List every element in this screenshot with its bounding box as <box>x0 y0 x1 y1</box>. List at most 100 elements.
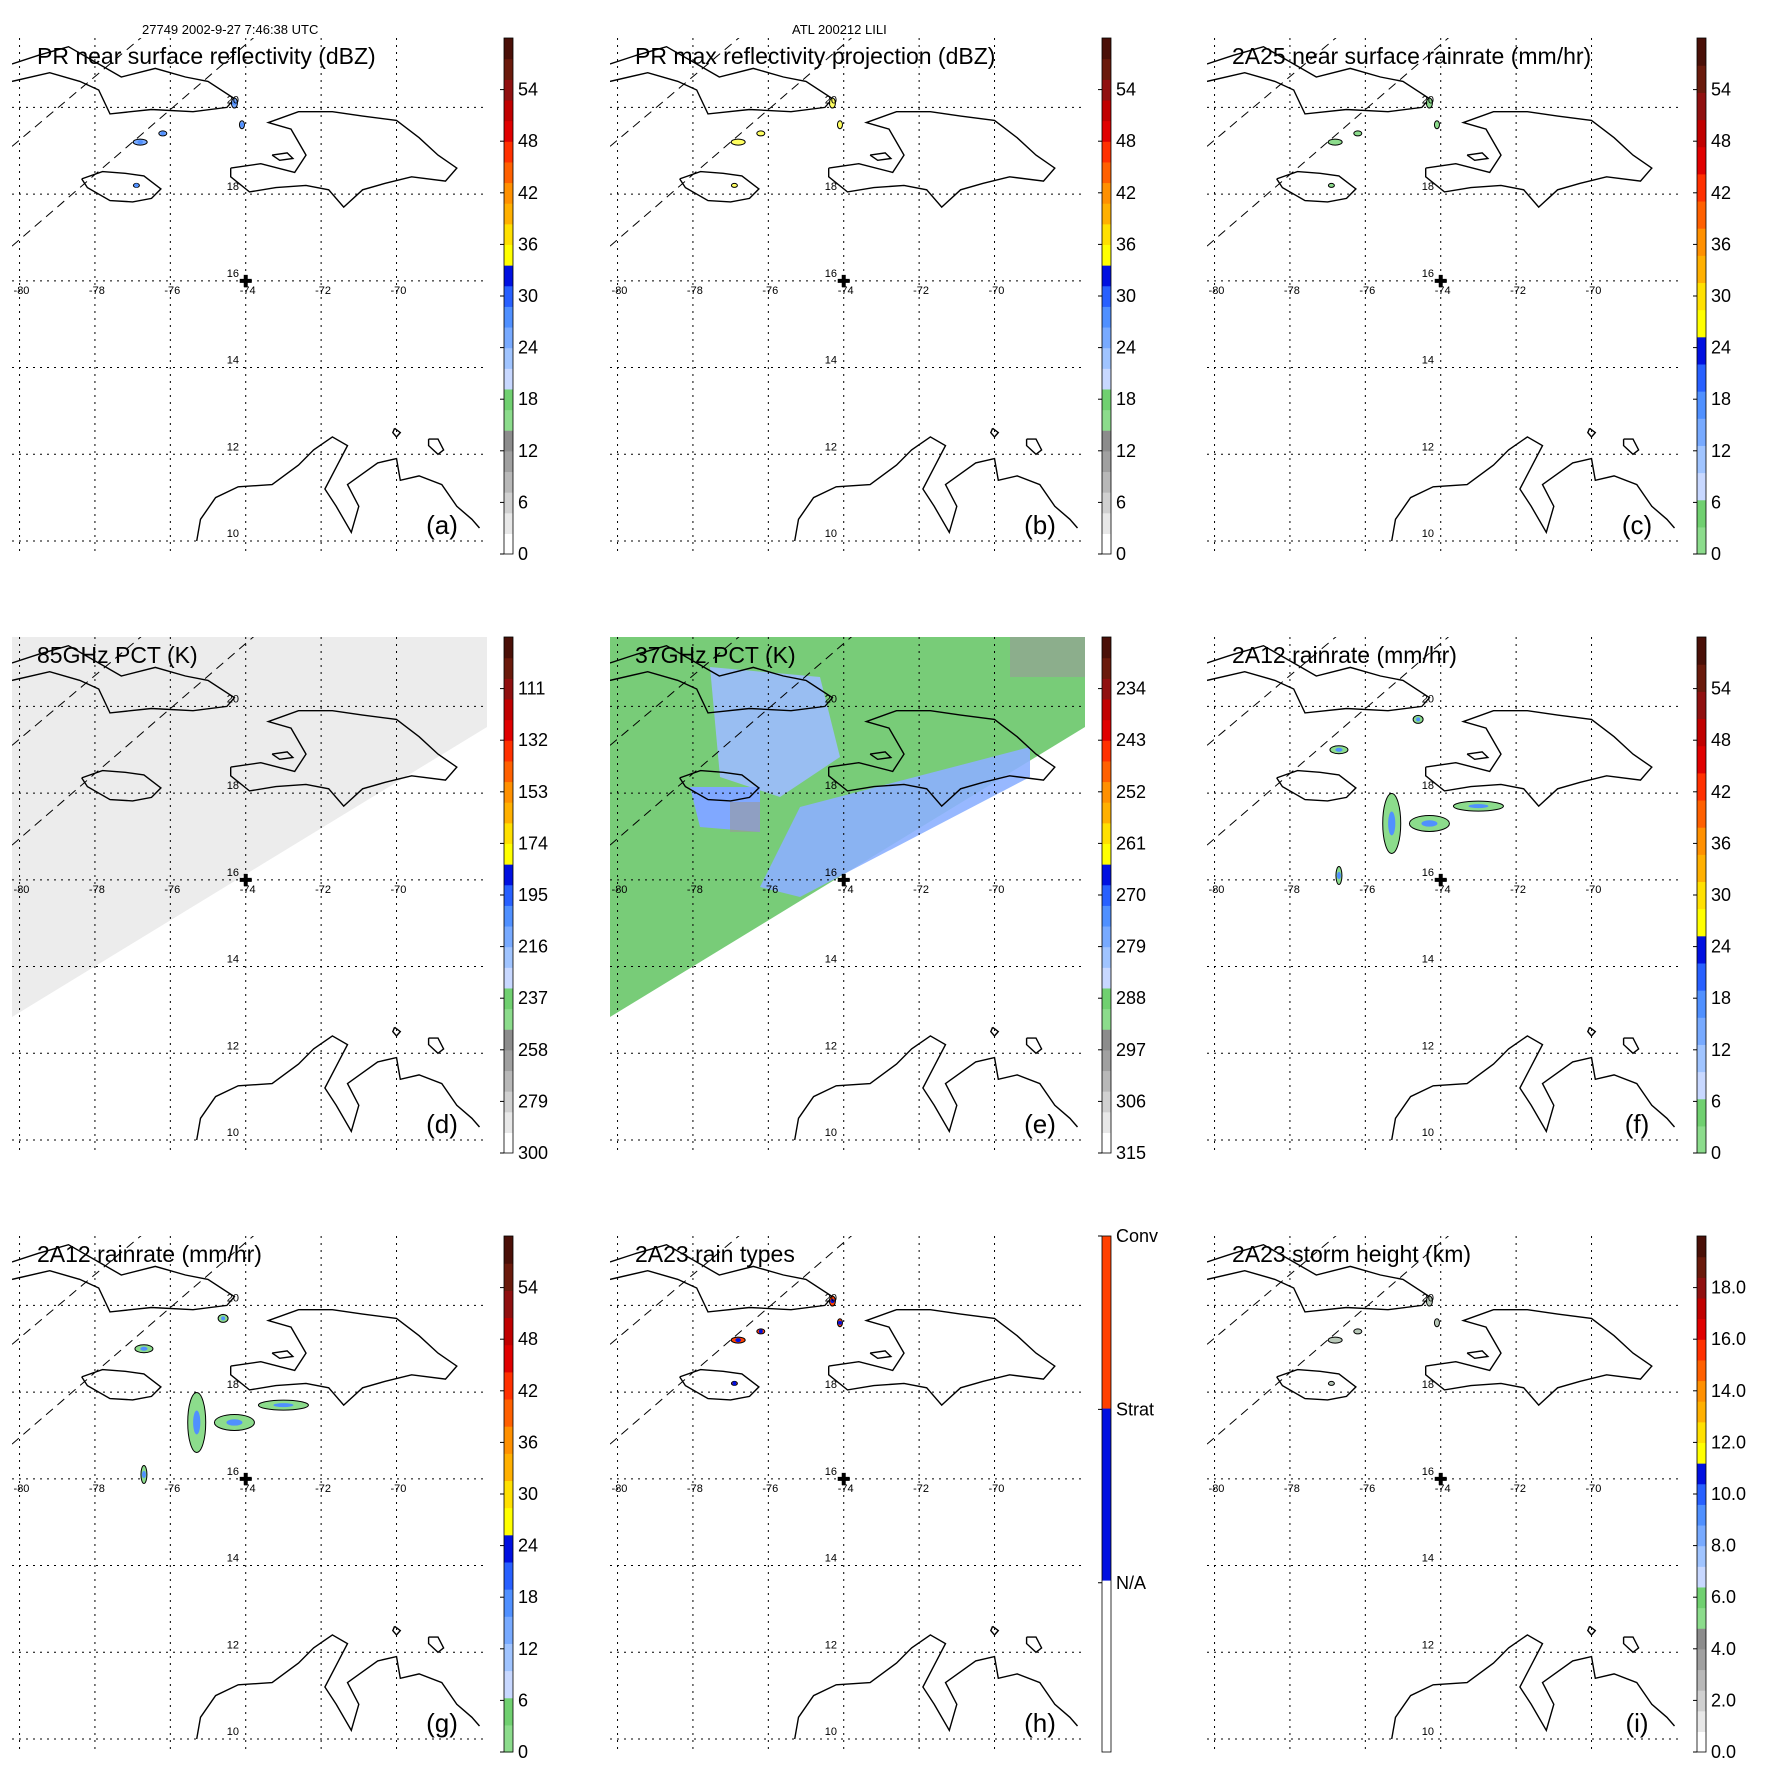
rain-core <box>134 183 139 188</box>
panel-title: 2A23 rain types <box>635 1241 795 1267</box>
colorbar-segment <box>504 781 513 803</box>
colorbar-segment <box>504 223 513 245</box>
coastline-gonave <box>1466 1350 1490 1360</box>
longitude-label: -70 <box>1586 1483 1602 1495</box>
coastline-aruba <box>391 427 402 438</box>
swath-edge-line <box>1207 38 1337 147</box>
colorbar-segment <box>1102 120 1111 142</box>
panel-g: -80 -78 -76 -74 -72 -70 20 18 16 14 12 10 2A12 rainr… <box>12 1235 538 1762</box>
longitude-label: -72 <box>315 285 331 297</box>
colorbar-label: 288 <box>1116 988 1146 1008</box>
rain-cell <box>1425 1295 1433 1307</box>
colorbar-label: 48 <box>518 131 538 151</box>
latitude-label: 14 <box>1422 954 1434 966</box>
colorbar-label: 4.0 <box>1711 1639 1736 1659</box>
colorbar-segment <box>1102 161 1111 184</box>
colorbar-segment <box>504 905 513 927</box>
colorbar-segment <box>1697 1318 1706 1340</box>
colorbar-segment <box>1102 368 1111 390</box>
colorbar-label: 24 <box>1711 338 1731 358</box>
longitude-label: -76 <box>762 1483 778 1495</box>
coastline-cuba <box>1207 644 1431 714</box>
rain-core <box>732 1381 737 1386</box>
longitude-label: -74 <box>240 285 256 297</box>
latitude-label: 12 <box>1422 1040 1434 1052</box>
swath-edge-line <box>1207 38 1450 247</box>
colorbar-segment <box>1102 884 1111 906</box>
coastline-southamerica <box>1391 436 1676 542</box>
coastline-curacao <box>1622 1037 1640 1055</box>
coastline-jamaica <box>679 170 760 203</box>
panel-a: -80 -78 -76 -74 -72 -70 20 18 16 14 12 10 PR near su… <box>12 37 538 564</box>
coastline-hispaniola <box>828 110 1056 209</box>
map-body-d: -80 -78 -76 -74 -72 -70 20 18 16 14 12 10 <box>12 637 487 1153</box>
colorbar-segment <box>1102 740 1111 762</box>
longitude-label: -70 <box>1586 285 1602 297</box>
colorbar-segment <box>504 1317 513 1346</box>
colorbar-segment <box>504 760 513 783</box>
latitude-label: 16 <box>227 268 239 280</box>
colorbar-label: 279 <box>1116 937 1146 957</box>
coastline-curacao <box>1025 1037 1043 1055</box>
colorbar-label: 18.0 <box>1711 1278 1746 1298</box>
longitude-label: -78 <box>89 285 105 297</box>
colorbar-label: 0 <box>1711 544 1721 564</box>
panel-label: (d) <box>426 1109 458 1139</box>
storm-center-marker <box>1434 274 1447 287</box>
panel-label: (h) <box>1024 1708 1056 1738</box>
colorbar-segment <box>1102 1132 1111 1154</box>
colorbar-label: 36 <box>1711 234 1731 254</box>
latitude-label: 18 <box>825 181 837 193</box>
latitude-label: 16 <box>227 867 239 879</box>
longitude-label: -74 <box>1435 1483 1451 1495</box>
colorbar-label: 42 <box>518 183 538 203</box>
colorbar-segment <box>504 306 513 328</box>
colorbar-segment <box>1102 1111 1111 1133</box>
colorbar-segment <box>1102 79 1111 101</box>
warm-patch <box>730 802 760 832</box>
colorbar-segment <box>504 678 513 700</box>
colorbar-label: 18 <box>1711 988 1731 1008</box>
colorbar-segment <box>1697 92 1706 121</box>
coastline-jamaica <box>81 769 162 802</box>
colorbar-segment <box>1697 1463 1706 1485</box>
colorbar-label: 2.0 <box>1711 1690 1736 1710</box>
longitude-label: -72 <box>1510 285 1526 297</box>
colorbar-segment <box>504 1263 513 1291</box>
colorbar-label: 279 <box>518 1091 548 1111</box>
colorbar-label: 24 <box>518 1536 538 1556</box>
colorbar-segment <box>504 698 513 721</box>
colorbar-label: 54 <box>1116 80 1136 100</box>
longitude-label: -76 <box>1359 884 1375 896</box>
colorbar-segment <box>504 1724 513 1753</box>
longitude-label: -70 <box>989 1483 1005 1495</box>
longitude-label: -70 <box>391 1483 407 1495</box>
colorbar-segment <box>1697 336 1706 365</box>
rain-core <box>735 1338 741 1343</box>
latitude-label: 12 <box>227 1040 239 1052</box>
longitude-label: -80 <box>14 884 30 896</box>
latitude-label: 14 <box>825 355 837 367</box>
colorbar-segment <box>504 967 513 989</box>
colorbar-segment <box>504 1029 513 1051</box>
coastline-curacao <box>1622 438 1640 456</box>
latitude-label: 10 <box>227 1726 239 1738</box>
colorbar-label: 6 <box>518 492 528 512</box>
colorbar-label: 10.0 <box>1711 1484 1746 1504</box>
colorbar-label: 270 <box>1116 885 1146 905</box>
longitude-label: -74 <box>838 884 854 896</box>
latitude-label: 12 <box>227 441 239 453</box>
colorbar-segment <box>504 471 513 493</box>
colorbar-label: 12 <box>518 1639 538 1659</box>
rain-core <box>140 1346 148 1351</box>
colorbar-label: 6.0 <box>1711 1587 1736 1607</box>
coastline-aruba <box>1586 427 1597 438</box>
longitude-label: -72 <box>315 1483 331 1495</box>
latitude-label: 10 <box>825 528 837 540</box>
colorbar-segment <box>1697 1044 1706 1073</box>
colorbar-label: Strat <box>1116 1399 1154 1419</box>
colorbar-label: 300 <box>518 1143 548 1163</box>
colorbar-segment <box>504 450 513 473</box>
swath-edge-line <box>12 637 142 746</box>
colorbar-label: 252 <box>1116 782 1146 802</box>
